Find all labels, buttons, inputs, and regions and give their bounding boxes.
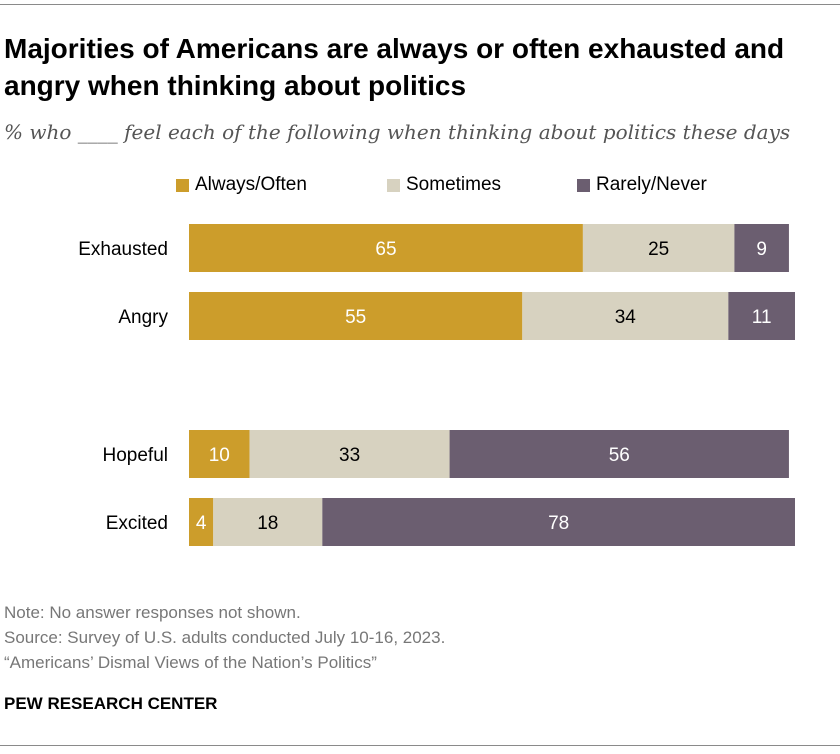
category-label: Angry (118, 307, 168, 328)
category-label: Exhausted (78, 239, 168, 260)
legend-label: Rarely/Never (596, 174, 707, 195)
data-label: 11 (752, 307, 772, 328)
category-label: Hopeful (103, 445, 169, 466)
footnotes: Note: No answer responses not shown. Sou… (4, 600, 445, 675)
category-label: Excited (106, 513, 168, 534)
legend-swatch (176, 178, 189, 192)
bar-segment (213, 498, 323, 546)
bottom-rule (0, 745, 840, 746)
data-label: 65 (375, 239, 396, 260)
bar-segment (322, 498, 795, 546)
legend-swatch (577, 178, 590, 192)
report-title: “Americans’ Dismal Views of the Nation’s… (4, 653, 377, 672)
data-label: 56 (609, 445, 630, 466)
bar-segment (189, 292, 523, 340)
bar-segment (734, 224, 789, 272)
bar-segment (189, 224, 583, 272)
brand-logo: PEW RESEARCH CENTER (4, 694, 218, 713)
legend-label: Sometimes (406, 174, 502, 195)
data-label: 18 (257, 513, 278, 534)
data-label: 9 (756, 239, 767, 260)
data-label: 10 (209, 445, 230, 466)
bar-segment (728, 292, 795, 340)
bar-segment (189, 498, 214, 546)
chart-title: Majorities of Americans are always or of… (4, 33, 785, 101)
bar-segment (582, 224, 735, 272)
bar-segment (522, 292, 729, 340)
data-label: 4 (196, 513, 207, 534)
legend-swatch (387, 178, 400, 192)
bar-segment (449, 430, 789, 478)
legend-item-rarely-never: Rarely/Never (577, 174, 707, 196)
bar-chart: Exhausted 65 25 9 Angry 55 34 11 Hopeful 10 33 56 Ex… (78, 224, 795, 546)
note: Note: No answer responses not shown. (4, 603, 301, 622)
data-label: 25 (648, 239, 669, 260)
bar-segment (189, 430, 250, 478)
data-label: 55 (345, 307, 366, 328)
chart-subtitle: % who ____ feel each of the following wh… (4, 120, 791, 144)
bar-segment (249, 430, 450, 478)
legend-item-always-often: Always/Often (176, 174, 307, 196)
legend-item-sometimes: Sometimes (387, 174, 501, 196)
data-label: 78 (548, 513, 569, 534)
legend-label: Always/Often (195, 174, 307, 195)
data-label: 34 (615, 307, 637, 328)
source: Source: Survey of U.S. adults conducted … (4, 628, 446, 647)
top-rule (0, 4, 840, 5)
data-label: 33 (339, 445, 360, 466)
